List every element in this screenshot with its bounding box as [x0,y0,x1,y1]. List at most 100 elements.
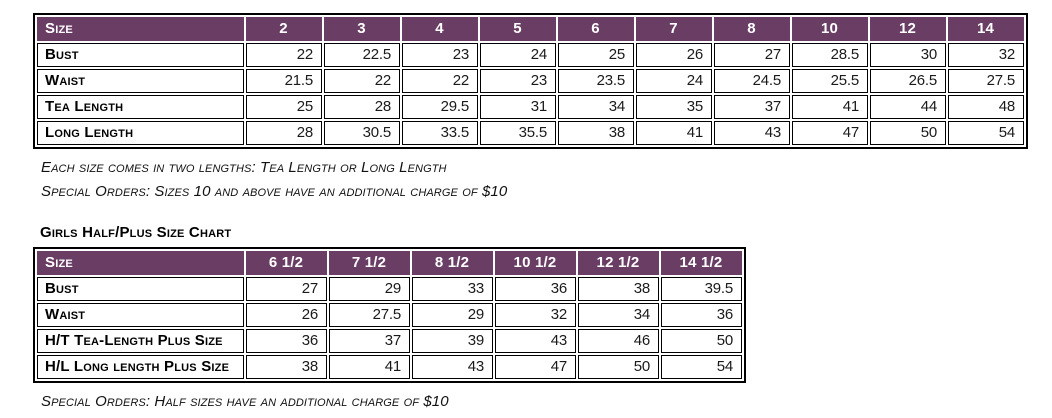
measurement-value-cell: 34 [578,303,659,327]
header-row: Size 6 1/2 7 1/2 8 1/2 10 1/2 12 1/2 14 1/2 [37,251,742,275]
size-column-header: 8 1/2 [412,251,493,275]
size-column-header: 10 [792,17,868,41]
size-header-cell: Size [37,17,244,41]
size-column-header: 14 [948,17,1024,41]
row-label-cell: Tea Length [37,95,244,119]
measurement-value-cell: 27 [714,43,790,67]
measurement-value-cell: 44 [870,95,946,119]
measurement-value-cell: 28.5 [792,43,868,67]
measurement-value-cell: 46 [578,329,659,353]
measurement-value-cell: 27 [246,277,327,301]
measurement-value-cell: 43 [714,121,790,145]
measurement-value-cell: 35 [636,95,712,119]
size-column-header: 10 1/2 [495,251,576,275]
measurement-value-cell: 41 [792,95,868,119]
size-column-header: 3 [324,17,400,41]
measurement-value-cell: 28 [246,121,322,145]
measurement-value-cell: 39.5 [661,277,742,301]
measurement-value-cell: 25 [558,43,634,67]
measurement-value-cell: 23.5 [558,69,634,93]
measurement-value-cell: 23 [480,69,556,93]
measurement-value-cell: 32 [948,43,1024,67]
measurement-value-cell: 37 [714,95,790,119]
measurement-value-cell: 50 [661,329,742,353]
measurement-value-cell: 31 [480,95,556,119]
measurement-value-cell: 28 [324,95,400,119]
size-column-header: 5 [480,17,556,41]
measurement-value-cell: 30 [870,43,946,67]
measurement-value-cell: 43 [412,355,493,379]
table-row: Long Length 28 30.5 33.5 35.5 38 41 43 47 50 54 [37,121,1024,145]
measurement-value-cell: 50 [578,355,659,379]
row-label-cell: Bust [37,277,244,301]
size-column-header: 12 1/2 [578,251,659,275]
header-row: Size 2 3 4 5 6 7 8 10 12 14 [37,17,1024,41]
measurement-value-cell: 37 [329,329,410,353]
measurement-value-cell: 29 [412,303,493,327]
row-label-cell: Bust [37,43,244,67]
measurement-value-cell: 36 [246,329,327,353]
measurement-value-cell: 25.5 [792,69,868,93]
note-special-orders-standard: Special Orders: Sizes 10 and above have … [41,183,508,200]
measurement-value-cell: 32 [495,303,576,327]
measurement-value-cell: 27.5 [948,69,1024,93]
measurement-value-cell: 27.5 [329,303,410,327]
table-row: Waist 26 27.5 29 32 34 36 [37,303,742,327]
measurement-value-cell: 54 [948,121,1024,145]
measurement-value-cell: 26 [246,303,327,327]
measurement-value-cell: 24.5 [714,69,790,93]
measurement-value-cell: 38 [578,277,659,301]
measurement-value-cell: 24 [636,69,712,93]
measurement-value-cell: 22 [402,69,478,93]
size-column-header: 4 [402,17,478,41]
measurement-value-cell: 41 [636,121,712,145]
measurement-value-cell: 54 [661,355,742,379]
measurement-value-cell: 39 [412,329,493,353]
row-label-cell: Waist [37,303,244,327]
size-column-header: 14 1/2 [661,251,742,275]
row-label-cell: H/L Long length Plus Size [37,355,244,379]
row-label-cell: Waist [37,69,244,93]
row-label-cell: H/T Tea-Length Plus Size [37,329,244,353]
measurement-value-cell: 38 [246,355,327,379]
size-header-cell: Size [37,251,244,275]
size-column-header: 8 [714,17,790,41]
size-column-header: 6 1/2 [246,251,327,275]
measurement-value-cell: 36 [495,277,576,301]
table-row: Bust 27 29 33 36 38 39.5 [37,277,742,301]
size-column-header: 12 [870,17,946,41]
measurement-value-cell: 50 [870,121,946,145]
measurement-value-cell: 22.5 [324,43,400,67]
measurement-value-cell: 47 [495,355,576,379]
size-column-header: 7 1/2 [329,251,410,275]
size-column-header: 7 [636,17,712,41]
note-two-lengths: Each size comes in two lengths: Tea Leng… [41,159,447,176]
table-row: H/L Long length Plus Size 38 41 43 47 50 54 [37,355,742,379]
measurement-value-cell: 30.5 [324,121,400,145]
measurement-value-cell: 35.5 [480,121,556,145]
row-label-cell: Long Length [37,121,244,145]
table-row: Tea Length 25 28 29.5 31 34 35 37 41 44 48 [37,95,1024,119]
table-row: H/T Tea-Length Plus Size 36 37 39 43 46 50 [37,329,742,353]
measurement-value-cell: 33.5 [402,121,478,145]
measurement-value-cell: 36 [661,303,742,327]
standard-size-chart-table: Size 2 3 4 5 6 7 8 10 12 14 Bust 22 22.5 23 24 25 26 27 28… [33,13,1028,149]
measurement-value-cell: 34 [558,95,634,119]
note-special-orders-half: Special Orders: Half sizes have an addit… [41,393,449,410]
half-plus-size-chart-table: Size 6 1/2 7 1/2 8 1/2 10 1/2 12 1/2 14 1/2 Bu… [33,247,746,383]
half-plus-chart-notes: Special Orders: Half sizes have an addit… [41,390,1052,414]
measurement-value-cell: 38 [558,121,634,145]
measurement-value-cell: 26 [636,43,712,67]
size-column-header: 2 [246,17,322,41]
measurement-value-cell: 47 [792,121,868,145]
table-row: Bust 22 22.5 23 24 25 26 27 28.5 30 32 [37,43,1024,67]
measurement-value-cell: 43 [495,329,576,353]
measurement-value-cell: 29.5 [402,95,478,119]
measurement-value-cell: 22 [246,43,322,67]
half-plus-chart-title: Girls Half/Plus Size Chart [40,224,232,241]
measurement-value-cell: 48 [948,95,1024,119]
measurement-value-cell: 22 [324,69,400,93]
measurement-value-cell: 33 [412,277,493,301]
